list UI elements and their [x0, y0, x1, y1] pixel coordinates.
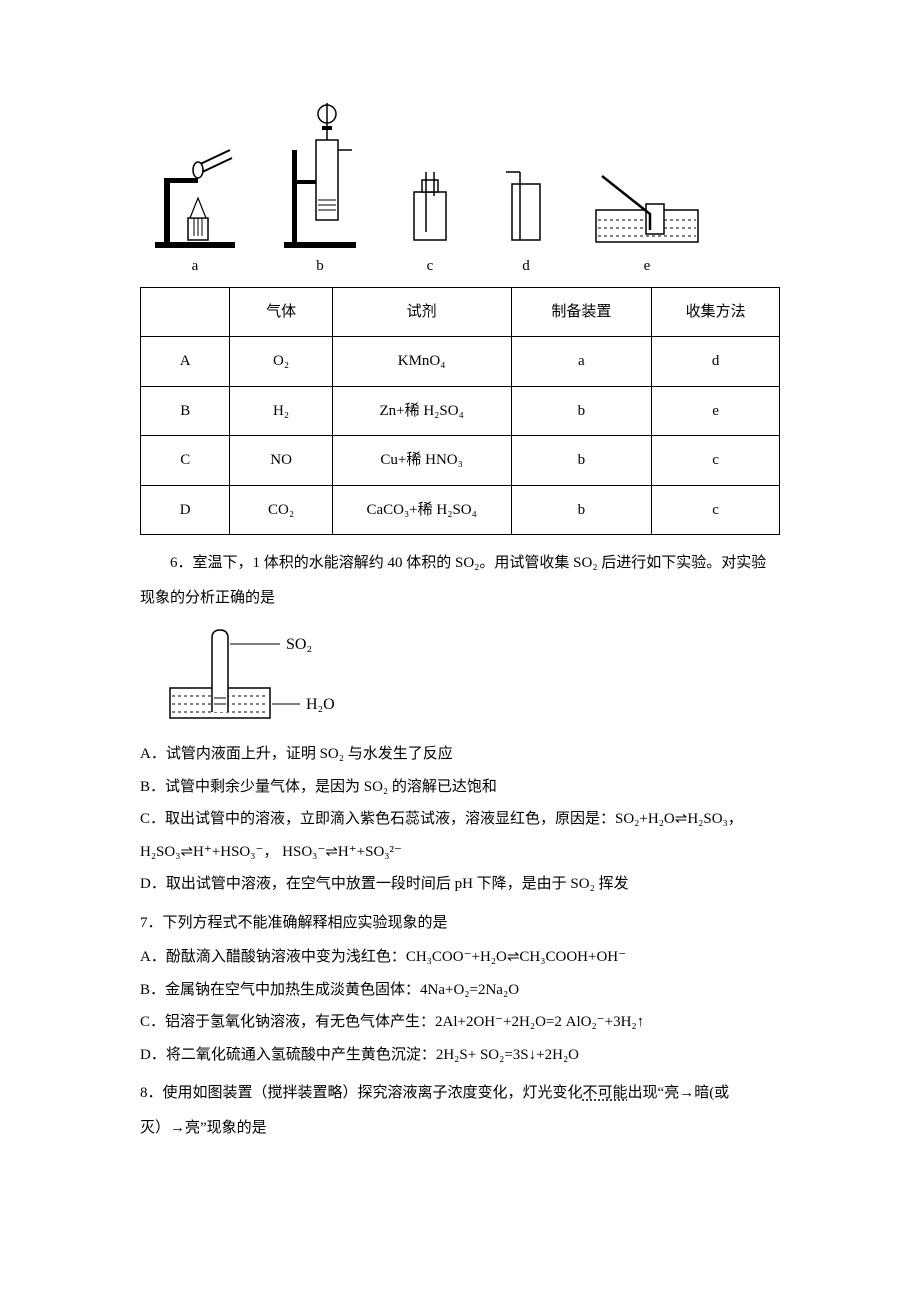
- q7-option-b: B．金属钠在空气中加热生成淡黄色固体：4Na+O₂=2Na₂O: [140, 976, 780, 1005]
- diagram-e: e: [592, 170, 702, 281]
- row-gas: NO: [230, 436, 332, 486]
- q7c-post: +3H₂↑: [605, 1014, 645, 1030]
- q6-option-d: D．取出试管中溶液，在空气中放置一段时间后 pH 下降，是由于 SO₂ 挥发: [140, 870, 780, 899]
- apparatus-diagram-row: a b: [150, 100, 780, 281]
- row-collect: c: [652, 485, 780, 535]
- table-row: C NO Cu+稀 HNO₃ b c: [141, 436, 780, 486]
- q7-option-c: C．铝溶于氢氧化钠溶液，有无色气体产生：2Al+2OH⁻+2H₂O=2 AlO₂…: [140, 1008, 780, 1037]
- apparatus-b-svg: [280, 100, 360, 250]
- row-reagent: Cu+稀 HNO₃: [332, 436, 511, 486]
- apparatus-d-svg: [500, 170, 552, 250]
- row-prep: b: [511, 485, 652, 535]
- diagram-c-label: c: [427, 252, 434, 281]
- row-gas: O₂: [230, 337, 332, 387]
- row-collect: e: [652, 386, 780, 436]
- q6c2-hso3: HSO₃⁻: [220, 844, 263, 860]
- q6c2-so3: SO₃²⁻: [365, 844, 402, 860]
- q8-stem-line1: 8．使用如图装置（搅拌装置略）探究溶液离子浓度变化，灯光变化不可能出现“亮→暗(…: [140, 1079, 780, 1108]
- diagram-a: a: [150, 120, 240, 281]
- q7-option-a: A．酚酞滴入醋酸钠溶液中变为浅红色：CH₃COO⁻+H₂O⇌CH₃COOH+OH…: [140, 943, 780, 972]
- so2-label: SO₂: [286, 636, 312, 653]
- row-reagent: CaCO₃+稀 H₂SO₄: [332, 485, 511, 535]
- h2o-label: H₂O: [306, 696, 335, 713]
- row-key: B: [141, 386, 230, 436]
- table-row: D CO₂ CaCO₃+稀 H₂SO₄ b c: [141, 485, 780, 535]
- row-collect: c: [652, 436, 780, 486]
- q6-diagram: SO₂ H₂O: [160, 626, 780, 726]
- diagram-c: c: [400, 170, 460, 281]
- q6-option-b: B．试管中剩余少量气体，是因为 SO₂ 的溶解已达饱和: [140, 773, 780, 802]
- row-collect: d: [652, 337, 780, 387]
- diagram-a-label: a: [192, 252, 199, 281]
- q6-stem-line1: 6．室温下，1 体积的水能溶解约 40 体积的 SO₂。用试管收集 SO₂ 后进…: [140, 549, 780, 578]
- row-key: A: [141, 337, 230, 387]
- row-prep: b: [511, 386, 652, 436]
- q7-stem: 7．下列方程式不能准确解释相应实验现象的是: [140, 909, 780, 938]
- apparatus-c-svg: [400, 170, 460, 250]
- diagram-b-label: b: [316, 252, 324, 281]
- row-prep: b: [511, 436, 652, 486]
- q7-option-d: D．将二氧化硫通入氢硫酸中产生黄色沉淀：2H₂S+ SO₂=3S↓+2H₂O: [140, 1041, 780, 1070]
- th-prep: 制备装置: [511, 287, 652, 337]
- th-collect: 收集方法: [652, 287, 780, 337]
- experiment-table: 气体 试剂 制备装置 收集方法 A O₂ KMnO₄ a d B H₂ Zn+稀…: [140, 287, 780, 536]
- q7c-alo2: AlO₂⁻: [566, 1014, 605, 1030]
- table-header-row: 气体 试剂 制备装置 收集方法: [141, 287, 780, 337]
- q6c2-mid2: ⇌H⁺+: [325, 844, 365, 860]
- diagram-d: d: [500, 170, 552, 281]
- q8-pre: 8．使用如图装置（搅拌装置略）探究溶液离子浓度变化，灯光变化: [140, 1085, 583, 1101]
- th-gas: 气体: [230, 287, 332, 337]
- q6-diagram-svg: SO₂ H₂O: [160, 626, 360, 726]
- diagram-b: b: [280, 100, 360, 281]
- row-gas: H₂: [230, 386, 332, 436]
- q6-option-c-line2: H₂SO₃⇌H⁺+HSO₃⁻， HSO₃⁻⇌H⁺+SO₃²⁻: [140, 838, 780, 867]
- exam-page: a b: [70, 0, 850, 1188]
- diagram-e-label: e: [644, 252, 651, 281]
- q7c-pre: C．铝溶于氢氧化钠溶液，有无色气体产生：2Al+2OH⁻+2H₂O=2: [140, 1014, 566, 1030]
- row-key: C: [141, 436, 230, 486]
- q6c2-pre: H₂SO₃⇌H⁺+: [140, 844, 220, 860]
- apparatus-e-svg: [592, 170, 702, 250]
- table-row: B H₂ Zn+稀 H₂SO₄ b e: [141, 386, 780, 436]
- q8-post: 出现“亮→暗(或: [628, 1085, 730, 1101]
- q6c2-hso3b: HSO₃⁻: [282, 844, 325, 860]
- row-gas: CO₂: [230, 485, 332, 535]
- diagram-d-label: d: [522, 252, 530, 281]
- q6-stem-line2: 现象的分析正确的是: [140, 584, 780, 613]
- q8-underlined: 不可能: [583, 1085, 628, 1101]
- q6c2-mid: ，: [263, 844, 282, 860]
- row-prep: a: [511, 337, 652, 387]
- apparatus-a-svg: [150, 120, 240, 250]
- th-blank: [141, 287, 230, 337]
- table-row: A O₂ KMnO₄ a d: [141, 337, 780, 387]
- row-reagent: KMnO₄: [332, 337, 511, 387]
- th-reagent: 试剂: [332, 287, 511, 337]
- q8-stem-line2: 灭）→亮”现象的是: [140, 1114, 780, 1143]
- q6-option-c: C．取出试管中的溶液，立即滴入紫色石蕊试液，溶液显红色，原因是：SO₂+H₂O⇌…: [140, 805, 780, 834]
- row-reagent: Zn+稀 H₂SO₄: [332, 386, 511, 436]
- q6-option-a: A．试管内液面上升，证明 SO₂ 与水发生了反应: [140, 740, 780, 769]
- row-key: D: [141, 485, 230, 535]
